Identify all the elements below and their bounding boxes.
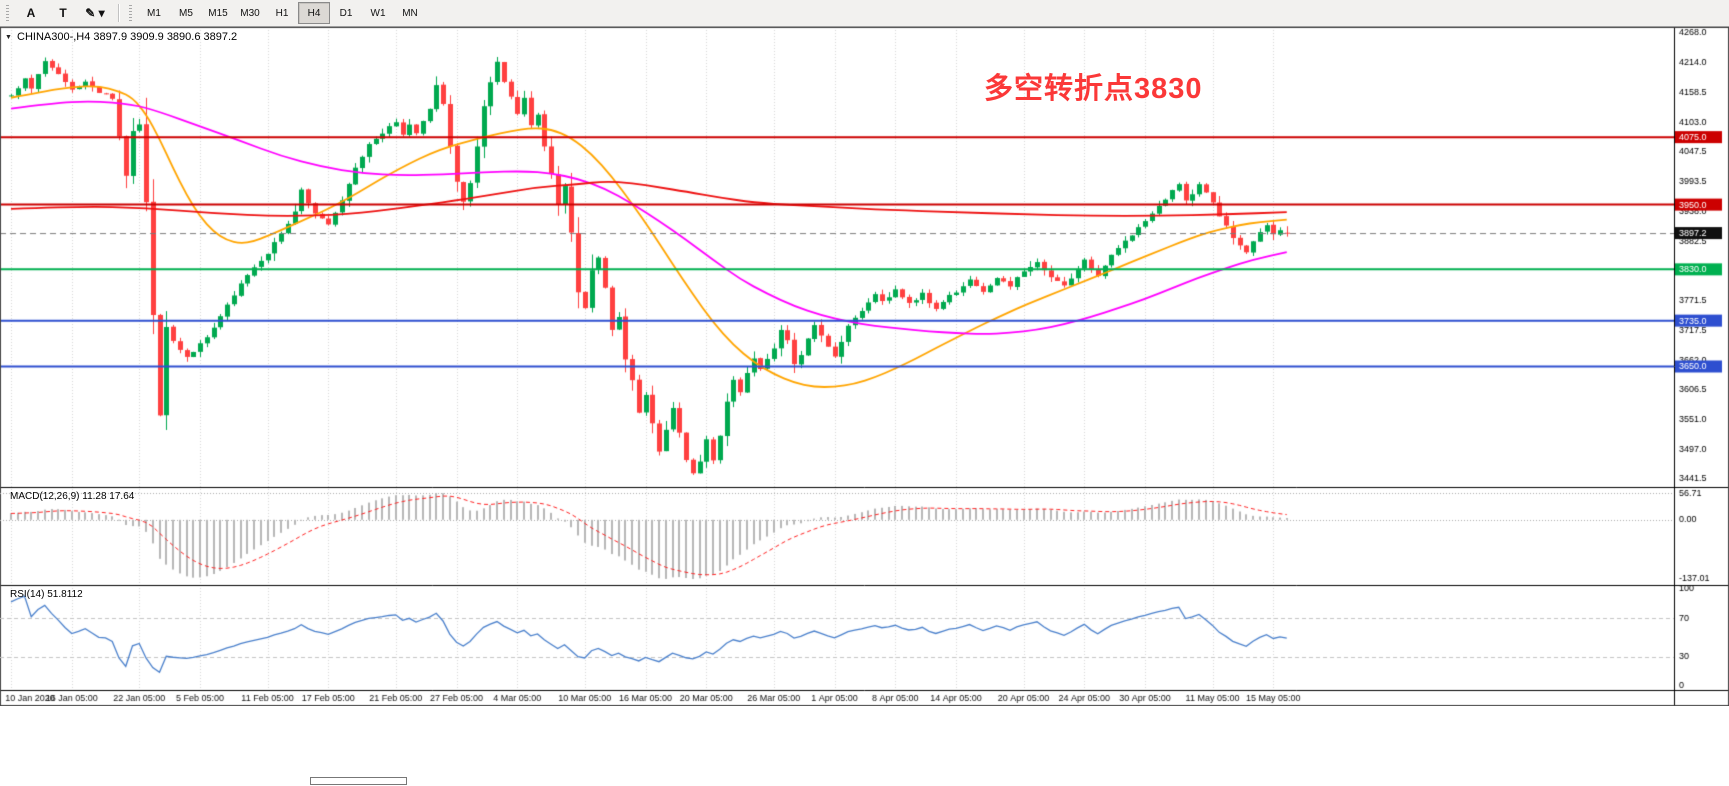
timeframe-h4-button[interactable]: H4 bbox=[298, 2, 330, 24]
bottom-panel bbox=[0, 706, 1729, 786]
rsi-label-value: 51.8112 bbox=[47, 589, 83, 600]
rsi-indicator-label: RSI(14) 51.8112 bbox=[10, 589, 83, 600]
timeframe-mn-button[interactable]: MN bbox=[402, 7, 418, 19]
text-label-tool-button[interactable]: A bbox=[26, 6, 36, 20]
timeframe-d1-button[interactable]: D1 bbox=[339, 7, 353, 19]
rsi-label-name: RSI(14) bbox=[10, 589, 45, 600]
timeframe-m1-button[interactable]: M1 bbox=[147, 7, 161, 19]
timeframe-m30-button[interactable]: M30 bbox=[240, 7, 260, 19]
chart-dropdown-icon[interactable]: ▼ bbox=[5, 34, 12, 41]
timeframe-h1-button[interactable]: H1 bbox=[275, 7, 289, 19]
horizontal-scrollbar-thumb[interactable] bbox=[310, 777, 407, 785]
timeframe-w1-button[interactable]: W1 bbox=[370, 7, 386, 19]
timeframe-m5-button[interactable]: M5 bbox=[179, 7, 193, 19]
pen-color-tool-button[interactable]: ✎ ▾ bbox=[85, 6, 105, 20]
macd-indicator-label: MACD(12,26,9) 11.28 17.64 bbox=[10, 491, 134, 502]
textbox-tool-button[interactable]: T bbox=[59, 6, 67, 20]
toolbar-drag-handle[interactable] bbox=[6, 5, 9, 21]
chart-symbol-ohlc: CHINA300-,H4 3897.9 3909.9 3890.6 3897.2 bbox=[17, 31, 238, 43]
macd-label-values: 11.28 17.64 bbox=[82, 491, 135, 502]
macd-label-name: MACD(12,26,9) bbox=[10, 491, 80, 502]
toolbar-separator bbox=[118, 4, 119, 22]
toolbar: A T ✎ ▾ M1 M5 M15 M30 H1 H4 D1 W1 MN bbox=[0, 0, 1729, 27]
timeframe-m15-button[interactable]: M15 bbox=[208, 7, 228, 19]
chart-annotation-text: 多空转折点3830 bbox=[984, 73, 1203, 105]
chart-canvas[interactable] bbox=[0, 27, 1729, 706]
timeframe-toolbar-drag-handle[interactable] bbox=[129, 5, 132, 21]
chart-area: ▼ CHINA300-,H4 3897.9 3909.9 3890.6 3897… bbox=[0, 27, 1729, 706]
